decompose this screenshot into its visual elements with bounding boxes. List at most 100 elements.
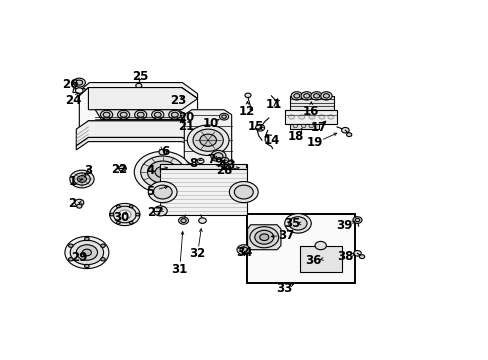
Circle shape (77, 204, 82, 208)
Text: 10: 10 (203, 117, 219, 130)
Polygon shape (79, 82, 197, 99)
Text: 11: 11 (264, 98, 281, 111)
Text: 5: 5 (146, 185, 154, 198)
Circle shape (229, 181, 258, 203)
Bar (246, 214, 354, 283)
Circle shape (70, 170, 94, 188)
Circle shape (154, 112, 161, 117)
Circle shape (298, 115, 304, 119)
Polygon shape (88, 87, 197, 99)
Circle shape (308, 115, 314, 119)
Text: 19: 19 (306, 136, 323, 149)
Circle shape (301, 92, 312, 100)
Circle shape (310, 92, 322, 100)
Circle shape (134, 151, 191, 193)
Circle shape (129, 221, 133, 224)
Circle shape (137, 112, 144, 117)
Text: 2: 2 (68, 198, 77, 211)
Circle shape (293, 94, 299, 98)
Text: 36: 36 (305, 254, 321, 267)
Text: 20: 20 (178, 111, 194, 124)
Circle shape (259, 234, 268, 240)
Circle shape (77, 176, 86, 183)
Circle shape (303, 94, 309, 98)
Circle shape (197, 158, 203, 163)
Circle shape (284, 214, 310, 233)
Circle shape (354, 219, 359, 222)
Circle shape (249, 227, 278, 248)
Circle shape (221, 157, 228, 163)
Circle shape (314, 242, 326, 250)
Circle shape (159, 149, 166, 155)
Circle shape (240, 247, 247, 252)
Circle shape (153, 206, 167, 216)
Circle shape (222, 115, 226, 118)
Circle shape (198, 218, 206, 223)
Circle shape (101, 110, 112, 119)
Circle shape (313, 94, 319, 98)
Text: 6: 6 (161, 145, 169, 158)
Circle shape (68, 258, 73, 261)
Circle shape (74, 173, 90, 185)
Polygon shape (290, 123, 318, 129)
Text: 34: 34 (236, 246, 252, 259)
Circle shape (84, 237, 89, 240)
Circle shape (148, 181, 177, 203)
Text: 1: 1 (68, 175, 77, 188)
Circle shape (65, 237, 109, 269)
Polygon shape (76, 121, 197, 146)
Text: 29: 29 (71, 251, 87, 264)
Circle shape (147, 161, 178, 183)
Polygon shape (88, 87, 197, 110)
Circle shape (193, 129, 223, 151)
Circle shape (171, 112, 178, 117)
Circle shape (301, 125, 305, 128)
Circle shape (84, 264, 89, 268)
Text: 21: 21 (178, 120, 194, 133)
Polygon shape (184, 110, 231, 165)
Circle shape (110, 213, 114, 216)
Circle shape (119, 210, 131, 219)
Circle shape (113, 206, 136, 223)
Text: 16: 16 (303, 105, 319, 118)
Text: 9: 9 (214, 157, 222, 170)
Text: 35: 35 (284, 217, 300, 230)
Polygon shape (73, 89, 85, 93)
Circle shape (141, 156, 184, 188)
Circle shape (101, 258, 105, 261)
Circle shape (359, 255, 364, 258)
Circle shape (117, 110, 129, 119)
Text: 25: 25 (132, 70, 148, 83)
Circle shape (173, 167, 180, 172)
Text: 33: 33 (275, 282, 291, 295)
Circle shape (136, 213, 139, 216)
Polygon shape (247, 225, 280, 250)
Polygon shape (290, 96, 333, 111)
Circle shape (255, 125, 264, 131)
Circle shape (352, 217, 361, 223)
Text: 24: 24 (65, 94, 81, 107)
Circle shape (116, 205, 120, 208)
Text: 26: 26 (62, 78, 79, 91)
Circle shape (168, 110, 181, 119)
Circle shape (151, 110, 163, 119)
Circle shape (288, 115, 294, 119)
Circle shape (75, 199, 84, 206)
Circle shape (227, 160, 233, 165)
Text: 32: 32 (189, 247, 205, 260)
Circle shape (68, 244, 73, 247)
Circle shape (178, 217, 188, 224)
Circle shape (101, 244, 105, 247)
Circle shape (187, 125, 228, 156)
Text: 8: 8 (189, 157, 198, 170)
Text: 18: 18 (287, 130, 304, 143)
Text: 27: 27 (147, 206, 163, 219)
Text: 13: 13 (219, 159, 236, 172)
Circle shape (136, 84, 142, 88)
Circle shape (73, 78, 85, 87)
Circle shape (254, 230, 273, 244)
Circle shape (219, 113, 228, 120)
Circle shape (129, 205, 133, 208)
Text: 15: 15 (247, 120, 264, 133)
Circle shape (210, 150, 225, 162)
